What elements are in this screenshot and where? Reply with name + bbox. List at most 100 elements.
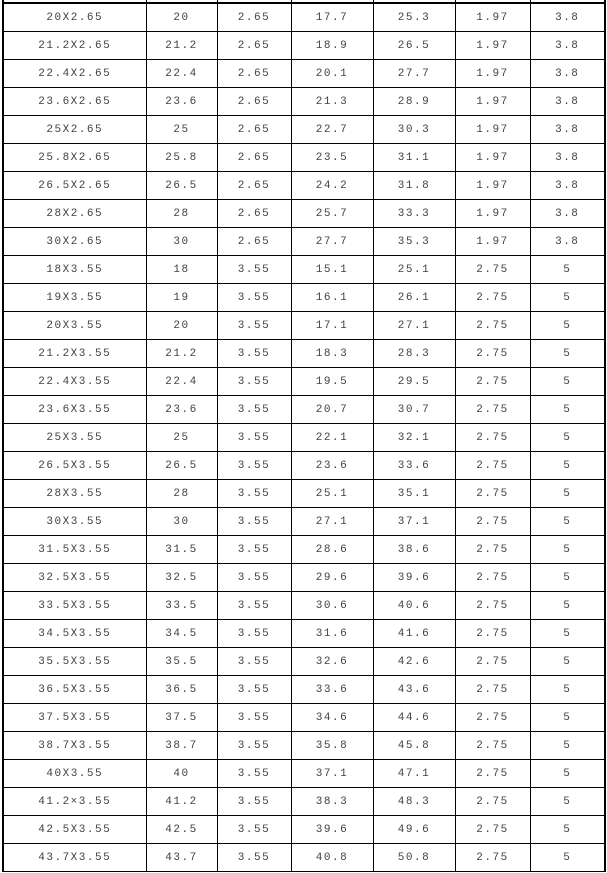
table-cell: 1.97: [454, 87, 531, 116]
table-cell: 30: [145, 507, 218, 536]
table-cell: 19: [145, 283, 218, 312]
table-cell: 22.7: [290, 115, 374, 144]
table-row: 28X2.65 28 2.65 25.7 33.3 1.97 3.8: [2, 199, 606, 228]
table-cell: 20X2.65: [2, 2, 147, 32]
table-cell: 2.75: [454, 451, 531, 480]
table-row: 25.8X2.65 25.8 2.65 23.5 31.1 1.97 3.8: [2, 143, 606, 172]
table-cell: 2.75: [454, 647, 531, 676]
table-cell: 35.3: [372, 227, 456, 256]
table-cell: 45.8: [372, 731, 456, 760]
table-cell: 28: [145, 199, 218, 228]
table-cell: 5: [529, 563, 606, 592]
table-cell: 2.65: [216, 115, 292, 144]
table-cell: 40: [145, 759, 218, 788]
table-cell: 25.8X2.65: [2, 143, 147, 172]
table-cell: 20: [145, 2, 218, 32]
table-cell: 2.75: [454, 703, 531, 732]
table-cell: 37.1: [372, 507, 456, 536]
table-cell: 15.1: [290, 255, 374, 284]
table-cell: 3.55: [216, 423, 292, 452]
table-cell: 25X3.55: [2, 423, 147, 452]
table-cell: 41.2×3.55: [2, 787, 147, 816]
table-cell: 26.5X3.55: [2, 451, 147, 480]
table-cell: 26.5: [372, 31, 456, 60]
table-cell: 2.75: [454, 255, 531, 284]
table-cell: 2.65: [216, 227, 292, 256]
table-row: 20X2.65 20 2.65 17.7 25.3 1.97 3.8: [2, 2, 606, 32]
table-cell: 38.7: [145, 731, 218, 760]
table-cell: 35.5X3.55: [2, 647, 147, 676]
table-cell: 5: [529, 619, 606, 648]
table-cell: 40X3.55: [2, 759, 147, 788]
table-row: 21.2X2.65 21.2 2.65 18.9 26.5 1.97 3.8: [2, 31, 606, 60]
table-cell: 31.5: [145, 535, 218, 564]
table-cell: 2.75: [454, 339, 531, 368]
table-cell: 2.65: [216, 2, 292, 32]
table-row: 42.5X3.55 42.5 3.55 39.6 49.6 2.75 5: [2, 815, 606, 844]
table-cell: 23.5: [290, 143, 374, 172]
table-row: 37.5X3.55 37.5 3.55 34.6 44.6 2.75 5: [2, 703, 606, 732]
table-cell: 41.6: [372, 619, 456, 648]
table-cell: 31.8: [372, 171, 456, 200]
table-cell: 5: [529, 759, 606, 788]
table-cell: 18.9: [290, 31, 374, 60]
table-row: 20X3.55 20 3.55 17.1 27.1 2.75 5: [2, 311, 606, 340]
table-cell: 25.3: [372, 2, 456, 32]
table-cell: 1.97: [454, 227, 531, 256]
table-row: 36.5X3.55 36.5 3.55 33.6 43.6 2.75 5: [2, 675, 606, 704]
table-row: 31.5X3.55 31.5 3.55 28.6 38.6 2.75 5: [2, 535, 606, 564]
table-cell: 25X2.65: [2, 115, 147, 144]
table-cell: 1.97: [454, 59, 531, 88]
table-cell: 35.5: [145, 647, 218, 676]
table-cell: 32.5X3.55: [2, 563, 147, 592]
table-cell: 3.55: [216, 787, 292, 816]
table-cell: 2.75: [454, 843, 531, 872]
table-cell: 5: [529, 731, 606, 760]
table-cell: 3.8: [529, 2, 606, 32]
table-cell: 28.9: [372, 87, 456, 116]
table-cell: 39.6: [290, 815, 374, 844]
table-cell: 3.8: [529, 171, 606, 200]
table-cell: 37.5X3.55: [2, 703, 147, 732]
table-cell: 3.55: [216, 591, 292, 620]
table-cell: 28.3: [372, 339, 456, 368]
table-cell: 3.55: [216, 731, 292, 760]
table-cell: 3.55: [216, 395, 292, 424]
table-cell: 31.5X3.55: [2, 535, 147, 564]
table-cell: 2.75: [454, 731, 531, 760]
table-cell: 49.6: [372, 815, 456, 844]
table-cell: 25: [145, 115, 218, 144]
table-cell: 3.55: [216, 759, 292, 788]
table-cell: 2.65: [216, 87, 292, 116]
table-cell: 41.2: [145, 787, 218, 816]
table-cell: 30: [145, 227, 218, 256]
table-cell: 35.8: [290, 731, 374, 760]
table-cell: 21.3: [290, 87, 374, 116]
table-cell: 42.5X3.55: [2, 815, 147, 844]
table-cell: 3.55: [216, 479, 292, 508]
table-cell: 18.3: [290, 339, 374, 368]
table-cell: 5: [529, 591, 606, 620]
table-row: 41.2×3.55 41.2 3.55 38.3 48.3 2.75 5: [2, 787, 606, 816]
table-cell: 2.75: [454, 423, 531, 452]
table-cell: 5: [529, 647, 606, 676]
table-cell: 5: [529, 283, 606, 312]
table-cell: 40.8: [290, 843, 374, 872]
table-cell: 2.75: [454, 283, 531, 312]
table-cell: 34.5X3.55: [2, 619, 147, 648]
table-cell: 30.6: [290, 591, 374, 620]
table-cell: 21.2X2.65: [2, 31, 147, 60]
table-cell: 25.7: [290, 199, 374, 228]
table-cell: 26.1: [372, 283, 456, 312]
table-cell: 2.75: [454, 395, 531, 424]
table-cell: 3.55: [216, 339, 292, 368]
table-row: 18X3.55 18 3.55 15.1 25.1 2.75 5: [2, 255, 606, 284]
table-cell: 29.5: [372, 367, 456, 396]
table-cell: 35.1: [372, 479, 456, 508]
table-cell: 21.2X3.55: [2, 339, 147, 368]
table-cell: 20.7: [290, 395, 374, 424]
table-cell: 33.5X3.55: [2, 591, 147, 620]
table-cell: 28X3.55: [2, 479, 147, 508]
table-row: 43.7X3.55 43.7 3.55 40.8 50.8 2.75 5: [2, 843, 606, 872]
table-cell: 39.6: [372, 563, 456, 592]
